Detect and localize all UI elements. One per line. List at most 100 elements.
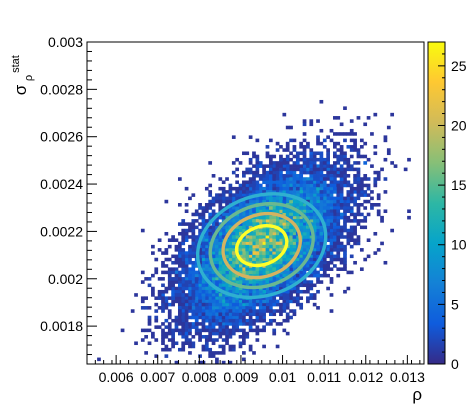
heatmap-cell xyxy=(208,228,213,233)
heatmap-cell xyxy=(245,251,250,255)
heatmap-cell xyxy=(339,167,344,172)
heatmap-cell xyxy=(275,170,280,175)
heatmap-cell xyxy=(204,254,209,259)
heatmap-cell xyxy=(255,196,260,201)
heatmap-cell xyxy=(306,209,310,214)
heatmap-cell xyxy=(285,209,290,214)
heatmap-cell xyxy=(262,306,266,310)
heatmap-cell xyxy=(346,193,351,197)
heatmap-cell xyxy=(319,174,324,178)
heatmap-cell xyxy=(285,315,290,320)
heatmap-cell xyxy=(177,241,182,246)
heatmap-cell xyxy=(316,289,320,294)
heatmap-cell xyxy=(299,267,304,271)
heatmap-cell xyxy=(204,325,209,329)
heatmap-cell xyxy=(225,244,229,249)
heatmap-cell xyxy=(299,193,304,197)
heatmap-cell xyxy=(329,251,334,255)
heatmap-cell xyxy=(272,318,277,323)
heatmap-cell xyxy=(262,318,266,323)
heatmap-cell xyxy=(248,180,253,185)
heatmap-cell xyxy=(235,306,239,310)
heatmap-cell xyxy=(245,331,250,336)
heatmap-cell xyxy=(184,251,189,255)
heatmap-cell xyxy=(174,322,179,326)
heatmap-cell xyxy=(302,235,307,239)
heatmap-cell xyxy=(380,215,384,220)
heatmap-cell xyxy=(140,228,145,233)
heatmap-cell xyxy=(130,309,135,313)
heatmap-cell xyxy=(154,257,159,262)
heatmap-cell xyxy=(231,241,236,246)
heatmap-cell xyxy=(191,341,196,346)
heatmap-cell xyxy=(242,193,246,197)
heatmap-cell xyxy=(299,248,304,252)
heatmap-cell xyxy=(201,244,206,249)
heatmap-cell xyxy=(275,283,280,288)
heatmap-cell xyxy=(299,219,304,223)
heatmap-cell xyxy=(316,280,320,284)
heatmap-cell xyxy=(252,180,256,185)
heatmap-cell xyxy=(275,322,280,326)
heatmap-cell xyxy=(154,354,159,358)
heatmap-cell xyxy=(299,273,304,278)
heatmap-cell xyxy=(262,254,266,259)
heatmap-cell xyxy=(319,161,324,165)
heatmap-cell xyxy=(326,183,330,188)
heatmap-cell xyxy=(177,302,182,307)
heatmap-cell xyxy=(359,219,364,223)
heatmap-cell xyxy=(285,167,290,172)
heatmap-cell xyxy=(349,138,354,143)
heatmap-cell xyxy=(312,193,317,197)
heatmap-cell xyxy=(184,203,189,207)
heatmap-cell xyxy=(316,238,320,242)
heatmap-cell xyxy=(356,196,361,201)
heatmap-cell xyxy=(204,315,209,320)
heatmap-cell xyxy=(279,306,283,310)
heatmap-cell xyxy=(238,193,243,197)
heatmap-cell xyxy=(147,328,152,333)
heatmap-cell xyxy=(242,212,246,217)
heatmap-cell xyxy=(228,183,233,188)
heatmap-cell xyxy=(326,228,330,233)
heatmap-cell xyxy=(312,177,317,181)
heatmap-cell xyxy=(322,219,327,223)
heatmap-cell xyxy=(228,318,233,323)
heatmap-cell xyxy=(322,215,327,220)
heatmap-cell xyxy=(252,248,256,252)
heatmap-cell xyxy=(279,309,283,313)
heatmap-cell xyxy=(157,296,162,300)
heatmap-cell xyxy=(238,335,243,339)
heatmap-cell xyxy=(258,177,263,181)
heatmap-cell xyxy=(204,241,209,246)
heatmap-cell xyxy=(316,206,320,210)
heatmap-cell xyxy=(164,257,169,262)
heatmap-cell xyxy=(349,219,354,223)
heatmap-cell xyxy=(255,219,260,223)
heatmap-cell xyxy=(319,260,324,265)
heatmap-cell xyxy=(255,309,260,313)
heatmap-cell xyxy=(326,264,330,268)
heatmap-cell xyxy=(265,309,270,313)
heatmap-cell xyxy=(322,138,327,143)
heatmap-cell xyxy=(218,299,223,304)
heatmap-cell xyxy=(279,312,283,317)
heatmap-cell xyxy=(285,170,290,175)
heatmap-cell xyxy=(343,180,347,185)
heatmap-cell xyxy=(204,335,209,339)
heatmap-cell xyxy=(218,351,223,355)
heatmap-cell xyxy=(225,225,229,230)
heatmap-cell xyxy=(306,244,310,249)
heatmap-cell xyxy=(208,183,213,188)
heatmap-cell xyxy=(154,338,159,342)
heatmap-cell xyxy=(336,231,341,236)
heatmap-cell xyxy=(285,302,290,307)
heatmap-cell xyxy=(181,347,186,352)
heatmap-cell xyxy=(144,296,149,300)
heatmap-cell xyxy=(322,270,327,275)
heatmap-cell xyxy=(225,325,229,329)
heatmap-cell xyxy=(144,277,149,281)
heatmap-cell xyxy=(349,119,354,123)
y-tick-label: 0.0026 xyxy=(40,129,83,145)
heatmap-cell xyxy=(228,186,233,191)
